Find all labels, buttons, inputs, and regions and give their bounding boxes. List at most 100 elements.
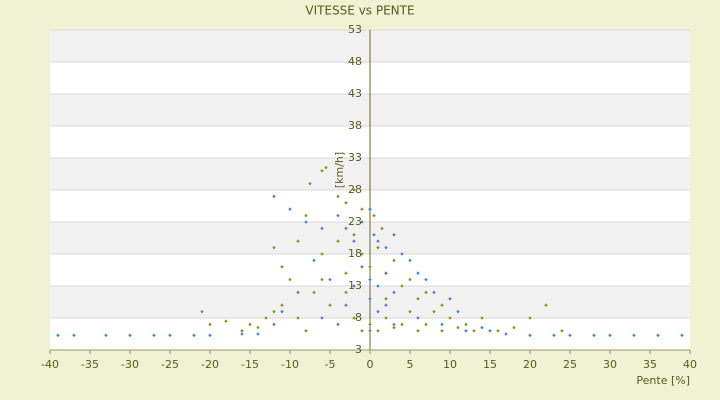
point bbox=[128, 333, 132, 338]
x-tick-label: 25 bbox=[563, 358, 577, 371]
point bbox=[224, 319, 228, 323]
y-tick-label: 28 bbox=[348, 183, 362, 196]
point bbox=[368, 329, 372, 333]
point bbox=[272, 245, 276, 250]
x-tick-label: -5 bbox=[325, 358, 336, 371]
point bbox=[392, 325, 396, 330]
point bbox=[416, 297, 420, 301]
point bbox=[384, 303, 388, 307]
point bbox=[416, 329, 420, 333]
y-tick-label: 33 bbox=[348, 151, 362, 164]
point bbox=[304, 213, 308, 218]
x-tick-label: -30 bbox=[121, 358, 139, 371]
x-tick-label: 40 bbox=[683, 358, 697, 371]
point bbox=[336, 322, 340, 327]
point bbox=[264, 316, 268, 320]
point bbox=[372, 213, 376, 218]
point bbox=[324, 165, 328, 170]
x-tick-label: 5 bbox=[407, 358, 414, 371]
point bbox=[344, 226, 348, 231]
point bbox=[272, 309, 276, 314]
point bbox=[376, 239, 380, 243]
point bbox=[432, 290, 436, 295]
point bbox=[56, 333, 60, 338]
point bbox=[440, 329, 444, 333]
point bbox=[424, 322, 428, 327]
point bbox=[400, 252, 404, 256]
point bbox=[272, 194, 276, 199]
y-tick-label: 43 bbox=[348, 87, 362, 100]
point bbox=[424, 290, 428, 295]
point bbox=[168, 333, 172, 338]
point bbox=[240, 332, 244, 336]
point bbox=[464, 322, 468, 327]
point bbox=[440, 322, 444, 327]
point bbox=[448, 316, 452, 320]
point bbox=[608, 333, 612, 338]
point bbox=[320, 252, 324, 256]
point bbox=[240, 329, 244, 333]
point bbox=[464, 329, 468, 333]
point bbox=[376, 329, 380, 333]
point bbox=[352, 233, 356, 237]
point bbox=[384, 245, 388, 250]
point bbox=[360, 329, 364, 333]
point bbox=[72, 333, 76, 338]
point bbox=[528, 333, 532, 338]
point bbox=[336, 239, 340, 243]
point bbox=[512, 325, 516, 330]
point bbox=[304, 220, 308, 224]
point bbox=[352, 239, 356, 243]
point bbox=[408, 277, 412, 282]
y-tick-label: 13 bbox=[348, 279, 362, 292]
y-axis-title: [km/h] bbox=[333, 152, 346, 188]
point bbox=[368, 297, 372, 301]
point bbox=[528, 316, 532, 320]
point bbox=[384, 316, 388, 320]
point bbox=[560, 329, 564, 333]
point bbox=[488, 329, 492, 333]
point bbox=[504, 332, 508, 336]
point bbox=[376, 309, 380, 314]
point bbox=[432, 309, 436, 314]
x-tick-label: -40 bbox=[41, 358, 59, 371]
point bbox=[496, 329, 500, 333]
point bbox=[384, 297, 388, 301]
point bbox=[208, 333, 212, 338]
x-tick-label: -25 bbox=[161, 358, 179, 371]
point bbox=[296, 239, 300, 243]
point bbox=[320, 277, 324, 282]
point bbox=[360, 207, 364, 211]
point bbox=[296, 316, 300, 320]
point bbox=[152, 333, 156, 338]
y-tick-label: 53 bbox=[348, 23, 362, 36]
point bbox=[368, 265, 372, 269]
x-tick-label: 20 bbox=[523, 358, 537, 371]
y-tick-label: 23 bbox=[348, 215, 362, 228]
point bbox=[256, 332, 260, 336]
point bbox=[360, 265, 364, 269]
point bbox=[336, 213, 340, 218]
point bbox=[288, 207, 292, 211]
point bbox=[448, 297, 452, 301]
point bbox=[400, 284, 404, 288]
point bbox=[308, 181, 312, 186]
point bbox=[360, 252, 364, 256]
point bbox=[288, 277, 292, 282]
point bbox=[280, 303, 284, 307]
point bbox=[568, 333, 572, 338]
point bbox=[352, 188, 356, 192]
point bbox=[416, 316, 420, 320]
point bbox=[312, 258, 316, 263]
point bbox=[328, 277, 332, 282]
point bbox=[384, 271, 388, 275]
point bbox=[376, 245, 380, 250]
y-tick-label: 8 bbox=[355, 311, 362, 324]
point bbox=[320, 316, 324, 320]
x-axis-title: Pente [%] bbox=[636, 374, 690, 387]
x-tick-label: 30 bbox=[603, 358, 617, 371]
point bbox=[408, 258, 412, 263]
point bbox=[352, 284, 356, 288]
point bbox=[372, 233, 376, 237]
point bbox=[380, 226, 384, 231]
